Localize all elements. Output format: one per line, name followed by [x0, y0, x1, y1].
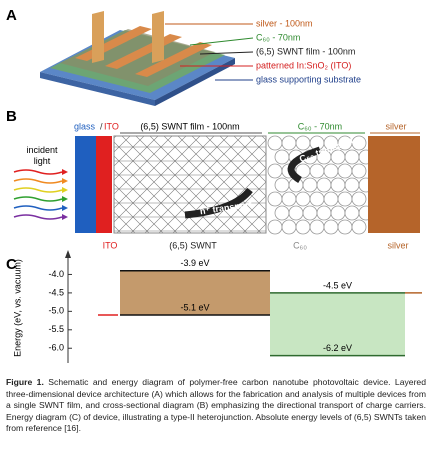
glass-layer [75, 136, 96, 233]
c60-ball [351, 135, 367, 151]
c60-ball [267, 219, 283, 235]
device-3d [40, 11, 235, 106]
y-tick-label: -4.0 [48, 269, 64, 279]
level-label: -3.9 eV [180, 258, 209, 268]
c60-label: C₆₀ - 70nm [298, 121, 342, 131]
panel-letter: A [6, 7, 17, 24]
y-tick-label: -5.0 [48, 306, 64, 316]
layer-label: patterned In:SnO₂ (ITO) [256, 60, 351, 70]
band [270, 292, 405, 356]
swnt-layer [113, 135, 267, 234]
c60-ball [330, 177, 346, 193]
c60-ball [351, 191, 367, 207]
ito-label: ITO [104, 121, 119, 131]
c60-ball [274, 205, 290, 221]
arrow-head [62, 214, 68, 220]
c60-ball [267, 135, 283, 151]
y-tick-label: -6.0 [48, 343, 64, 353]
c60-ball [274, 149, 290, 165]
c60-ball [281, 219, 297, 235]
c60-ball [323, 163, 339, 179]
c60-ball [309, 163, 325, 179]
c60-ball [344, 149, 360, 165]
c60-ball [267, 191, 283, 207]
band [120, 270, 270, 316]
c60-ball [309, 191, 325, 207]
c60-ball [316, 177, 332, 193]
panel-letter: C [6, 256, 17, 273]
ito-layer [96, 136, 112, 233]
c60-ball [295, 135, 311, 151]
light-arrow [13, 214, 63, 220]
c60-ball [337, 219, 353, 235]
layer-label: (6,5) SWNT film - 100nm [256, 46, 355, 56]
c60-ball [274, 177, 290, 193]
c60-ball [295, 191, 311, 207]
light-arrow [13, 196, 63, 202]
c60-ball [323, 191, 339, 207]
c60-ball [344, 177, 360, 193]
c60-ball [344, 205, 360, 221]
y-axis-label: Energy (eV, vs. vacuum) [12, 259, 22, 357]
arrow-head [62, 196, 68, 202]
swnt-label: (6,5) SWNT film - 100nm [140, 121, 239, 131]
arrow-head [62, 178, 68, 184]
c60-ball [330, 205, 346, 221]
c60-ball [302, 205, 318, 221]
c60-ball [288, 205, 304, 221]
column-header: (6,5) SWNT [169, 240, 217, 250]
light-arrow [13, 178, 63, 184]
level-label: -5.1 eV [180, 302, 209, 312]
c60-ball [351, 219, 367, 235]
layer-label: glass supporting substrate [256, 74, 361, 84]
light-label: incident light [26, 145, 58, 166]
caption-label: Figure 1. [6, 377, 44, 387]
h-arrow [184, 187, 253, 219]
y-tick-label: -5.5 [48, 324, 64, 334]
level-label: -6.2 eV [323, 343, 352, 353]
panel-letter: B [6, 108, 17, 125]
light-arrow [13, 169, 63, 175]
arrow-head [62, 205, 68, 211]
column-header: C₆₀ [293, 240, 307, 250]
c60-ball [323, 219, 339, 235]
column-header: silver [387, 240, 408, 250]
c60-ball [267, 163, 283, 179]
c60-ball [316, 205, 332, 221]
c60-arrow [287, 146, 322, 184]
arrow-head [62, 187, 68, 193]
c60-ball [337, 163, 353, 179]
layer-label: C₆₀ - 70nm [256, 32, 300, 42]
light-arrow [13, 205, 63, 211]
caption-text: Schematic and energy diagram of polymer-… [6, 377, 426, 434]
silver-layer [368, 136, 420, 233]
caption: Figure 1. Schematic and energy diagram o… [6, 377, 426, 435]
c60-ball [337, 191, 353, 207]
c60-ball [295, 219, 311, 235]
light-arrow [13, 187, 63, 193]
c60-ball [281, 191, 297, 207]
c60-ball [302, 177, 318, 193]
layer-label: silver - 100nm [256, 18, 313, 28]
axis-arrow [65, 250, 71, 258]
arrow-head [62, 169, 68, 175]
c60-ball [351, 163, 367, 179]
level-label: -4.5 eV [323, 280, 352, 290]
glass-label: glass [74, 121, 96, 131]
c60-ball [281, 135, 297, 151]
silver-label: silver [385, 121, 406, 131]
c60-ball [309, 219, 325, 235]
figure: A silver - 100nm C₆₀ - 70nm (6,5) SWNT fil… [6, 7, 422, 363]
column-header: ITO [103, 240, 118, 250]
y-tick-label: -4.5 [48, 287, 64, 297]
light-box: incident light [26, 145, 58, 166]
slash: / [100, 121, 103, 131]
